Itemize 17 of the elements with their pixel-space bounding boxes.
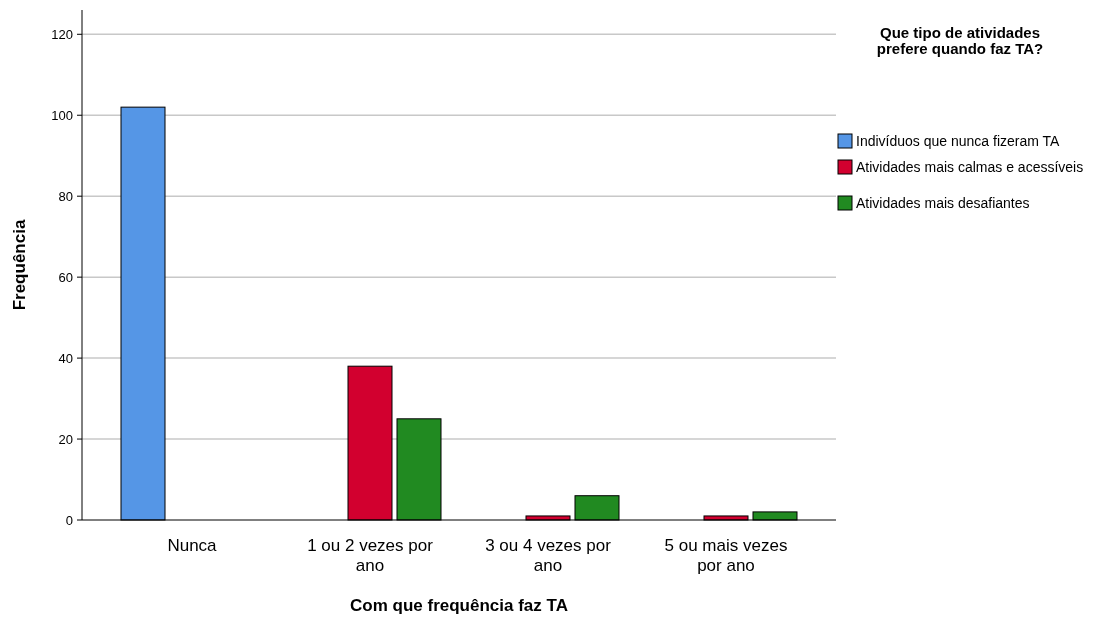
legend-label: Indivíduos que nunca fizeram TA [856,133,1061,149]
y-tick-label: 80 [58,188,73,204]
y-tick-label: 0 [65,512,73,528]
x-tick-label: 5 ou mais vezes por ano [664,536,788,575]
x-tick-label: Nunca [167,536,218,555]
y-tick-label: 120 [51,26,73,42]
y-tick-label: 40 [58,350,73,366]
y-tick-label: 60 [58,269,73,285]
x-axis-title: Com que frequência faz TA [350,596,568,615]
x-tick-label: 3 ou 4 vezes por ano [485,536,612,575]
y-axis-title: Frequência [10,219,29,311]
legend-title: Que tipo de atividades prefere quando faz TA? [876,24,1044,57]
x-tick-label: 1 ou 2 vezes por ano [307,536,434,575]
legend-label: Atividades mais calmas e acessíveis [856,159,1084,175]
y-tick-label: 20 [58,431,73,447]
y-tick-label: 100 [51,107,73,123]
legend-label: Atividades mais desafiantes [856,195,1030,211]
